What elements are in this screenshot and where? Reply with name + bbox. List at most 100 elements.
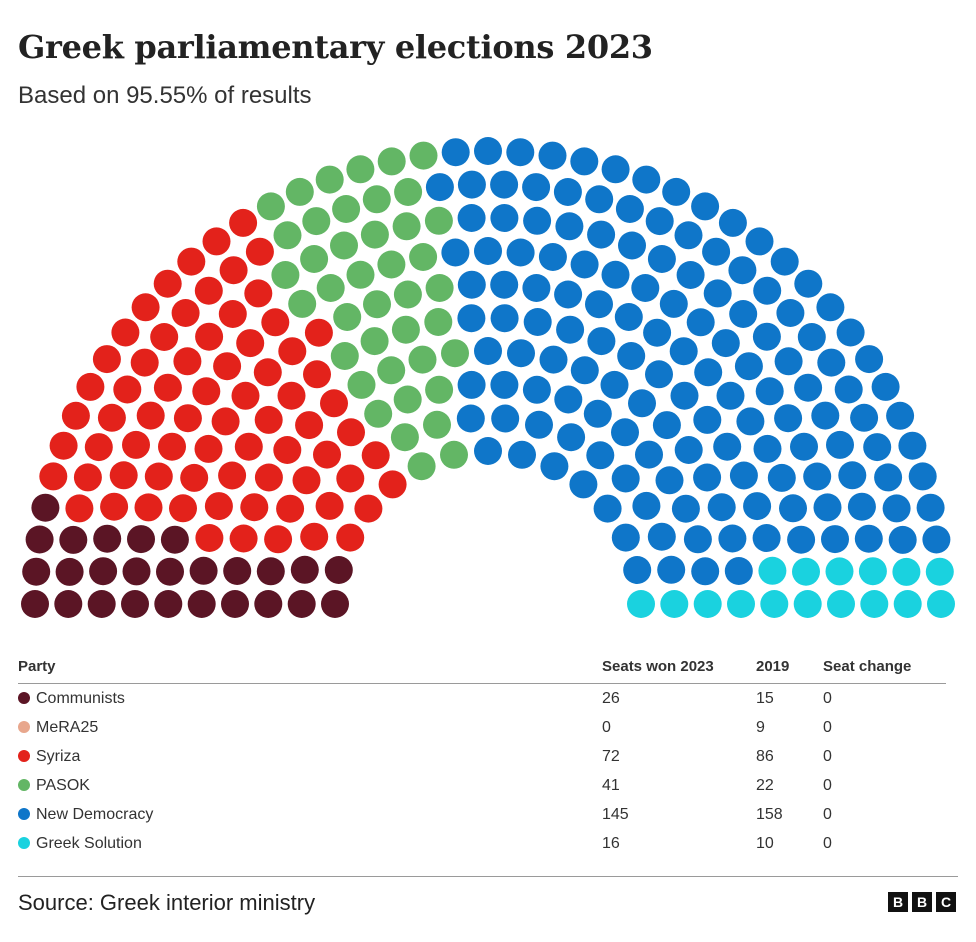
header-2019: 2019 (756, 655, 823, 684)
seat-new-democracy (729, 461, 758, 490)
seats-2023-cell: 26 (602, 684, 756, 714)
seat-communists (122, 557, 151, 586)
seat-new-democracy (694, 358, 723, 387)
seat-greek-solution (927, 590, 955, 618)
seat-pasok (360, 327, 389, 356)
seat-pasok (300, 245, 329, 273)
seat-communists (127, 525, 155, 554)
seat-new-democracy (632, 491, 661, 520)
header-seats-2023: Seats won 2023 (602, 655, 756, 684)
seat-syriza (218, 461, 247, 490)
seat-new-democracy (753, 276, 782, 305)
seat-new-democracy (734, 352, 763, 381)
seat-pasok (425, 274, 454, 302)
seat-new-democracy (645, 360, 673, 389)
seat-syriza (97, 403, 126, 432)
seat-greek-solution (793, 590, 822, 618)
seat-syriza (194, 276, 223, 305)
seat-new-democracy (457, 304, 486, 333)
seat-syriza (211, 407, 240, 436)
seat-new-democracy (803, 462, 832, 491)
seat-new-democracy (631, 274, 660, 302)
seat-new-democracy (908, 462, 937, 491)
footer-divider (18, 876, 958, 877)
seat-new-democracy (854, 524, 883, 553)
seat-syriza (261, 308, 290, 337)
seat-greek-solution (893, 590, 922, 618)
seat-new-democracy (797, 323, 826, 351)
seat-pasok (256, 192, 285, 221)
seat-new-democracy (523, 308, 552, 336)
seat-syriza (320, 389, 348, 418)
seat-communists (87, 590, 116, 618)
seat-new-democracy (570, 147, 599, 176)
seat-new-democracy (490, 370, 519, 399)
seat-new-democracy (716, 381, 745, 410)
seat-new-democracy (743, 492, 772, 521)
seat-new-democracy (836, 318, 865, 347)
seat-pasok (271, 261, 300, 289)
seat-new-democracy (508, 440, 536, 469)
table-row: Syriza 72 86 0 (18, 742, 946, 771)
seat-syriza (122, 430, 150, 459)
seat-syriza (264, 525, 293, 554)
seat-syriza (144, 462, 173, 491)
seat-change: 0 (823, 689, 832, 707)
seat-new-democracy (702, 237, 731, 266)
seats-2019-cell: 10 (756, 829, 823, 858)
seat-new-democracy (457, 370, 486, 399)
table-header-row: Party Seats won 2023 2019 Seat change (18, 655, 946, 684)
seat-syriza (234, 432, 263, 461)
source-note: Source: Greek interior ministry (18, 890, 316, 915)
seat-pasok (441, 339, 469, 368)
seat-syriza (253, 358, 282, 387)
seat-new-democracy (736, 407, 765, 436)
seat-syriza (158, 432, 186, 461)
seat-new-democracy (718, 208, 747, 237)
seat-communists (189, 556, 218, 585)
seat-pasok (360, 220, 389, 249)
seat-greek-solution (925, 557, 954, 586)
seat-syriza (131, 293, 160, 322)
seat-new-democracy (553, 178, 582, 206)
seat-new-democracy (693, 405, 722, 434)
seat-new-democracy (669, 337, 698, 366)
seat-pasok (377, 250, 406, 279)
seat-new-democracy (611, 464, 640, 493)
seat-new-democracy (888, 525, 917, 554)
legend-swatch (18, 778, 30, 791)
seat-pasok (394, 178, 423, 206)
seat-new-democracy (683, 525, 712, 554)
seat-new-democracy (557, 423, 586, 452)
seat-new-democracy (703, 279, 732, 308)
seat-syriza (254, 405, 283, 434)
seats-2019-cell: 22 (756, 771, 823, 800)
seat-new-democracy (707, 493, 736, 522)
seat-change-cell: 0 (823, 771, 946, 800)
seat-syriza (153, 269, 182, 298)
seat-greek-solution (627, 590, 655, 618)
seat-new-democracy (770, 247, 799, 276)
seat-new-democracy (647, 245, 676, 273)
seats-2019: 86 (756, 747, 774, 765)
seat-greek-solution (858, 557, 887, 586)
seat-syriza (300, 522, 329, 551)
party-name-cell: MeRA25 (18, 713, 602, 742)
table-row: MeRA25 0 9 0 (18, 713, 946, 742)
seat-pasok (362, 185, 391, 214)
seat-new-democracy (623, 556, 652, 584)
seat-new-democracy (601, 260, 630, 289)
seat-syriza (39, 462, 68, 491)
seat-syriza (192, 377, 221, 406)
seat-new-democracy (441, 138, 470, 167)
seat-new-democracy (871, 372, 900, 401)
seat-new-democracy (611, 418, 639, 447)
seat-pasok (425, 375, 454, 404)
party-name-cell: New Democracy (18, 800, 602, 829)
seat-new-democracy (724, 557, 753, 585)
seat-change-cell: 0 (823, 742, 946, 771)
seats-2023: 26 (602, 689, 620, 707)
seat-communists (223, 557, 252, 585)
seat-new-democracy (490, 204, 519, 232)
seat-new-democracy (821, 525, 849, 554)
